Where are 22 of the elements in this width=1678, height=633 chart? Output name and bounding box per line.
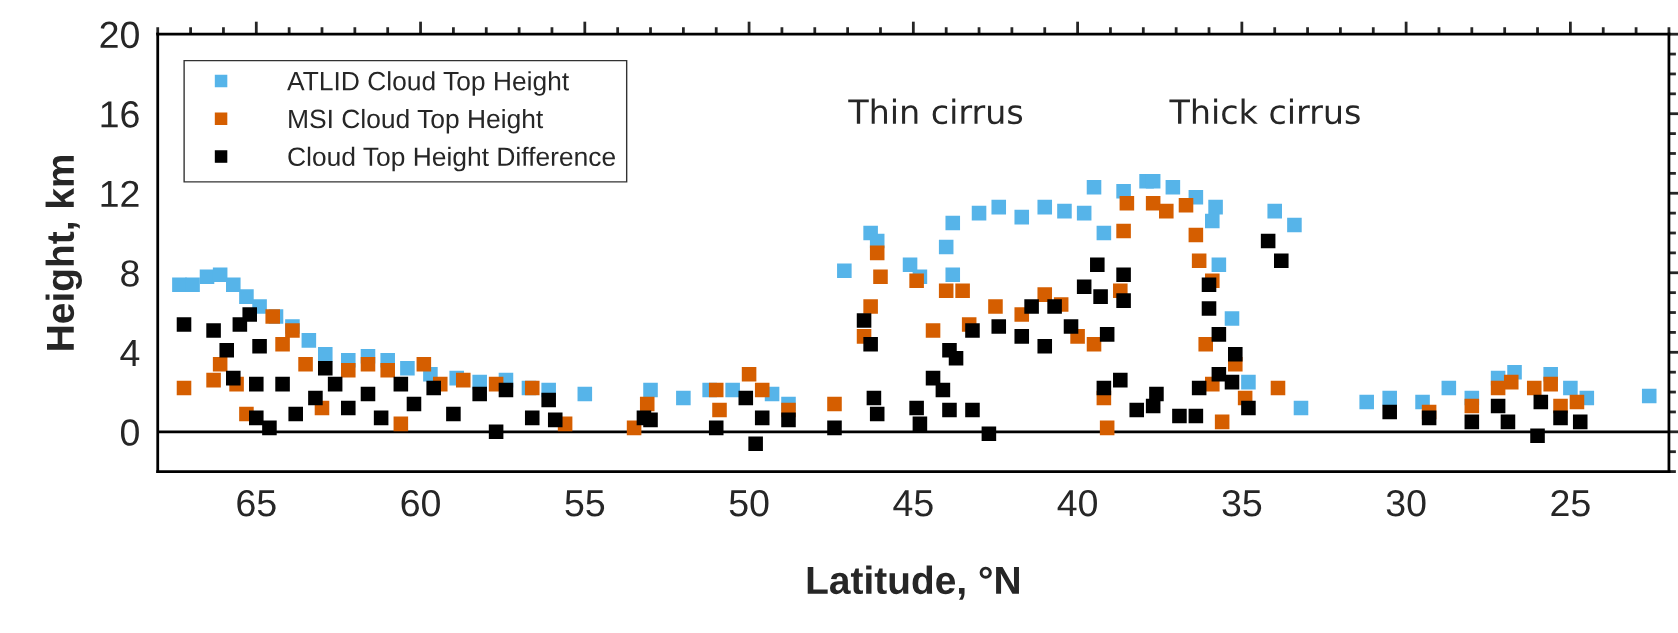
y-tick-label: 4 bbox=[120, 340, 140, 366]
x-axis-title: Latitude, °N bbox=[807, 565, 1019, 600]
legend-label: MSI Cloud Top Height bbox=[289, 108, 544, 134]
x-tick-label: 60 bbox=[401, 489, 440, 517]
y-tick-label: 16 bbox=[101, 101, 139, 128]
y-axis-title: Height, km bbox=[45, 155, 82, 350]
y-tick-label: 20 bbox=[100, 21, 139, 49]
legend-label: Cloud Top Height Difference bbox=[288, 146, 615, 172]
x-tick-label: 25 bbox=[1551, 489, 1590, 517]
y-tick-label: 0 bbox=[120, 419, 139, 446]
annotation: Thick cirrus bbox=[1169, 98, 1360, 125]
x-tick-label: 35 bbox=[1222, 489, 1262, 517]
x-tick-label: 65 bbox=[237, 489, 276, 517]
x-tick-label: 50 bbox=[729, 489, 769, 517]
x-tick-label: 40 bbox=[1057, 489, 1097, 517]
x-tick-label: 55 bbox=[565, 490, 605, 517]
annotation: Thin cirrus bbox=[848, 98, 1023, 125]
x-tick-label: 45 bbox=[893, 490, 933, 517]
y-tick-label: 12 bbox=[101, 180, 139, 207]
y-tick-label: 8 bbox=[121, 260, 139, 287]
legend-label: ATLID Cloud Top Height bbox=[287, 71, 569, 96]
x-tick-label: 30 bbox=[1386, 489, 1426, 517]
